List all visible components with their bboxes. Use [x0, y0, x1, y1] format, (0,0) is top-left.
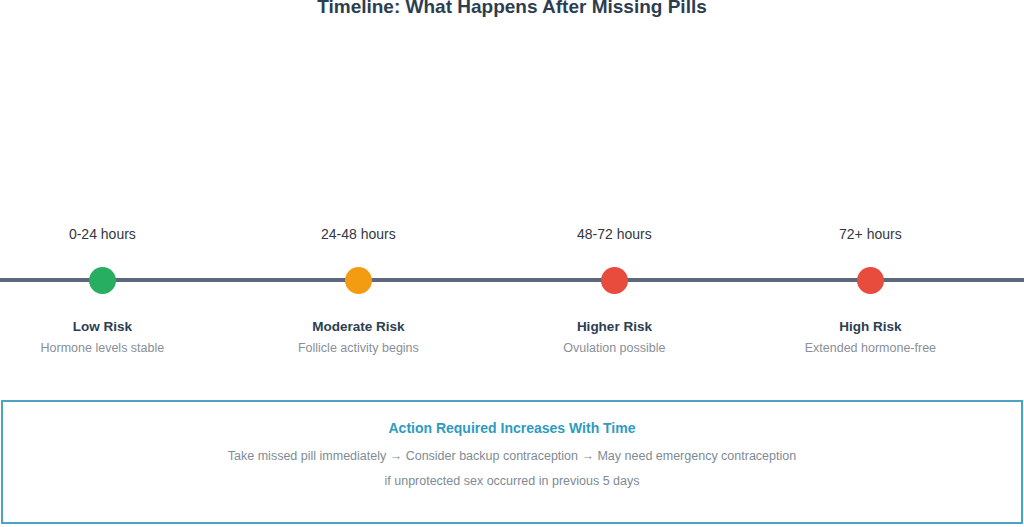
event-note: Hormone levels stable — [0, 340, 222, 356]
timeline-event-48-72h: 48-72 hours Higher Risk Ovulation possib… — [494, 226, 734, 356]
event-time-label: 48-72 hours — [494, 226, 734, 243]
action-required-box: Action Required Increases With Time Take… — [1, 400, 1023, 524]
timeline-infographic: Timeline: What Happens After Missing Pil… — [0, 0, 1024, 527]
event-risk-label: Higher Risk — [494, 318, 734, 335]
event-time-label: 0-24 hours — [0, 226, 222, 243]
timeline-event-24-48h: 24-48 hours Moderate Risk Follicle activ… — [238, 226, 478, 356]
action-box-title: Action Required Increases With Time — [3, 420, 1021, 437]
event-dot-icon — [89, 267, 116, 294]
event-note: Follicle activity begins — [238, 340, 478, 356]
event-risk-label: Moderate Risk — [238, 318, 478, 335]
event-time-label: 24-48 hours — [238, 226, 478, 243]
event-risk-label: High Risk — [750, 318, 990, 335]
event-risk-label: Low Risk — [0, 318, 222, 335]
event-note: Ovulation possible — [494, 340, 734, 356]
event-dot-icon — [601, 267, 628, 294]
event-dot-icon — [857, 267, 884, 294]
timeline-event-72plus: 72+ hours High Risk Extended hormone-fre… — [750, 226, 990, 356]
event-time-label: 72+ hours — [750, 226, 990, 243]
event-dot-icon — [345, 267, 372, 294]
event-note: Extended hormone-free — [750, 340, 990, 356]
action-box-condition: if unprotected sex occurred in previous … — [3, 473, 1021, 489]
timeline-event-0-24h: 0-24 hours Low Risk Hormone levels stabl… — [0, 226, 222, 356]
page-title: Timeline: What Happens After Missing Pil… — [0, 0, 1024, 18]
action-box-steps: Take missed pill immediately → Consider … — [3, 448, 1021, 464]
